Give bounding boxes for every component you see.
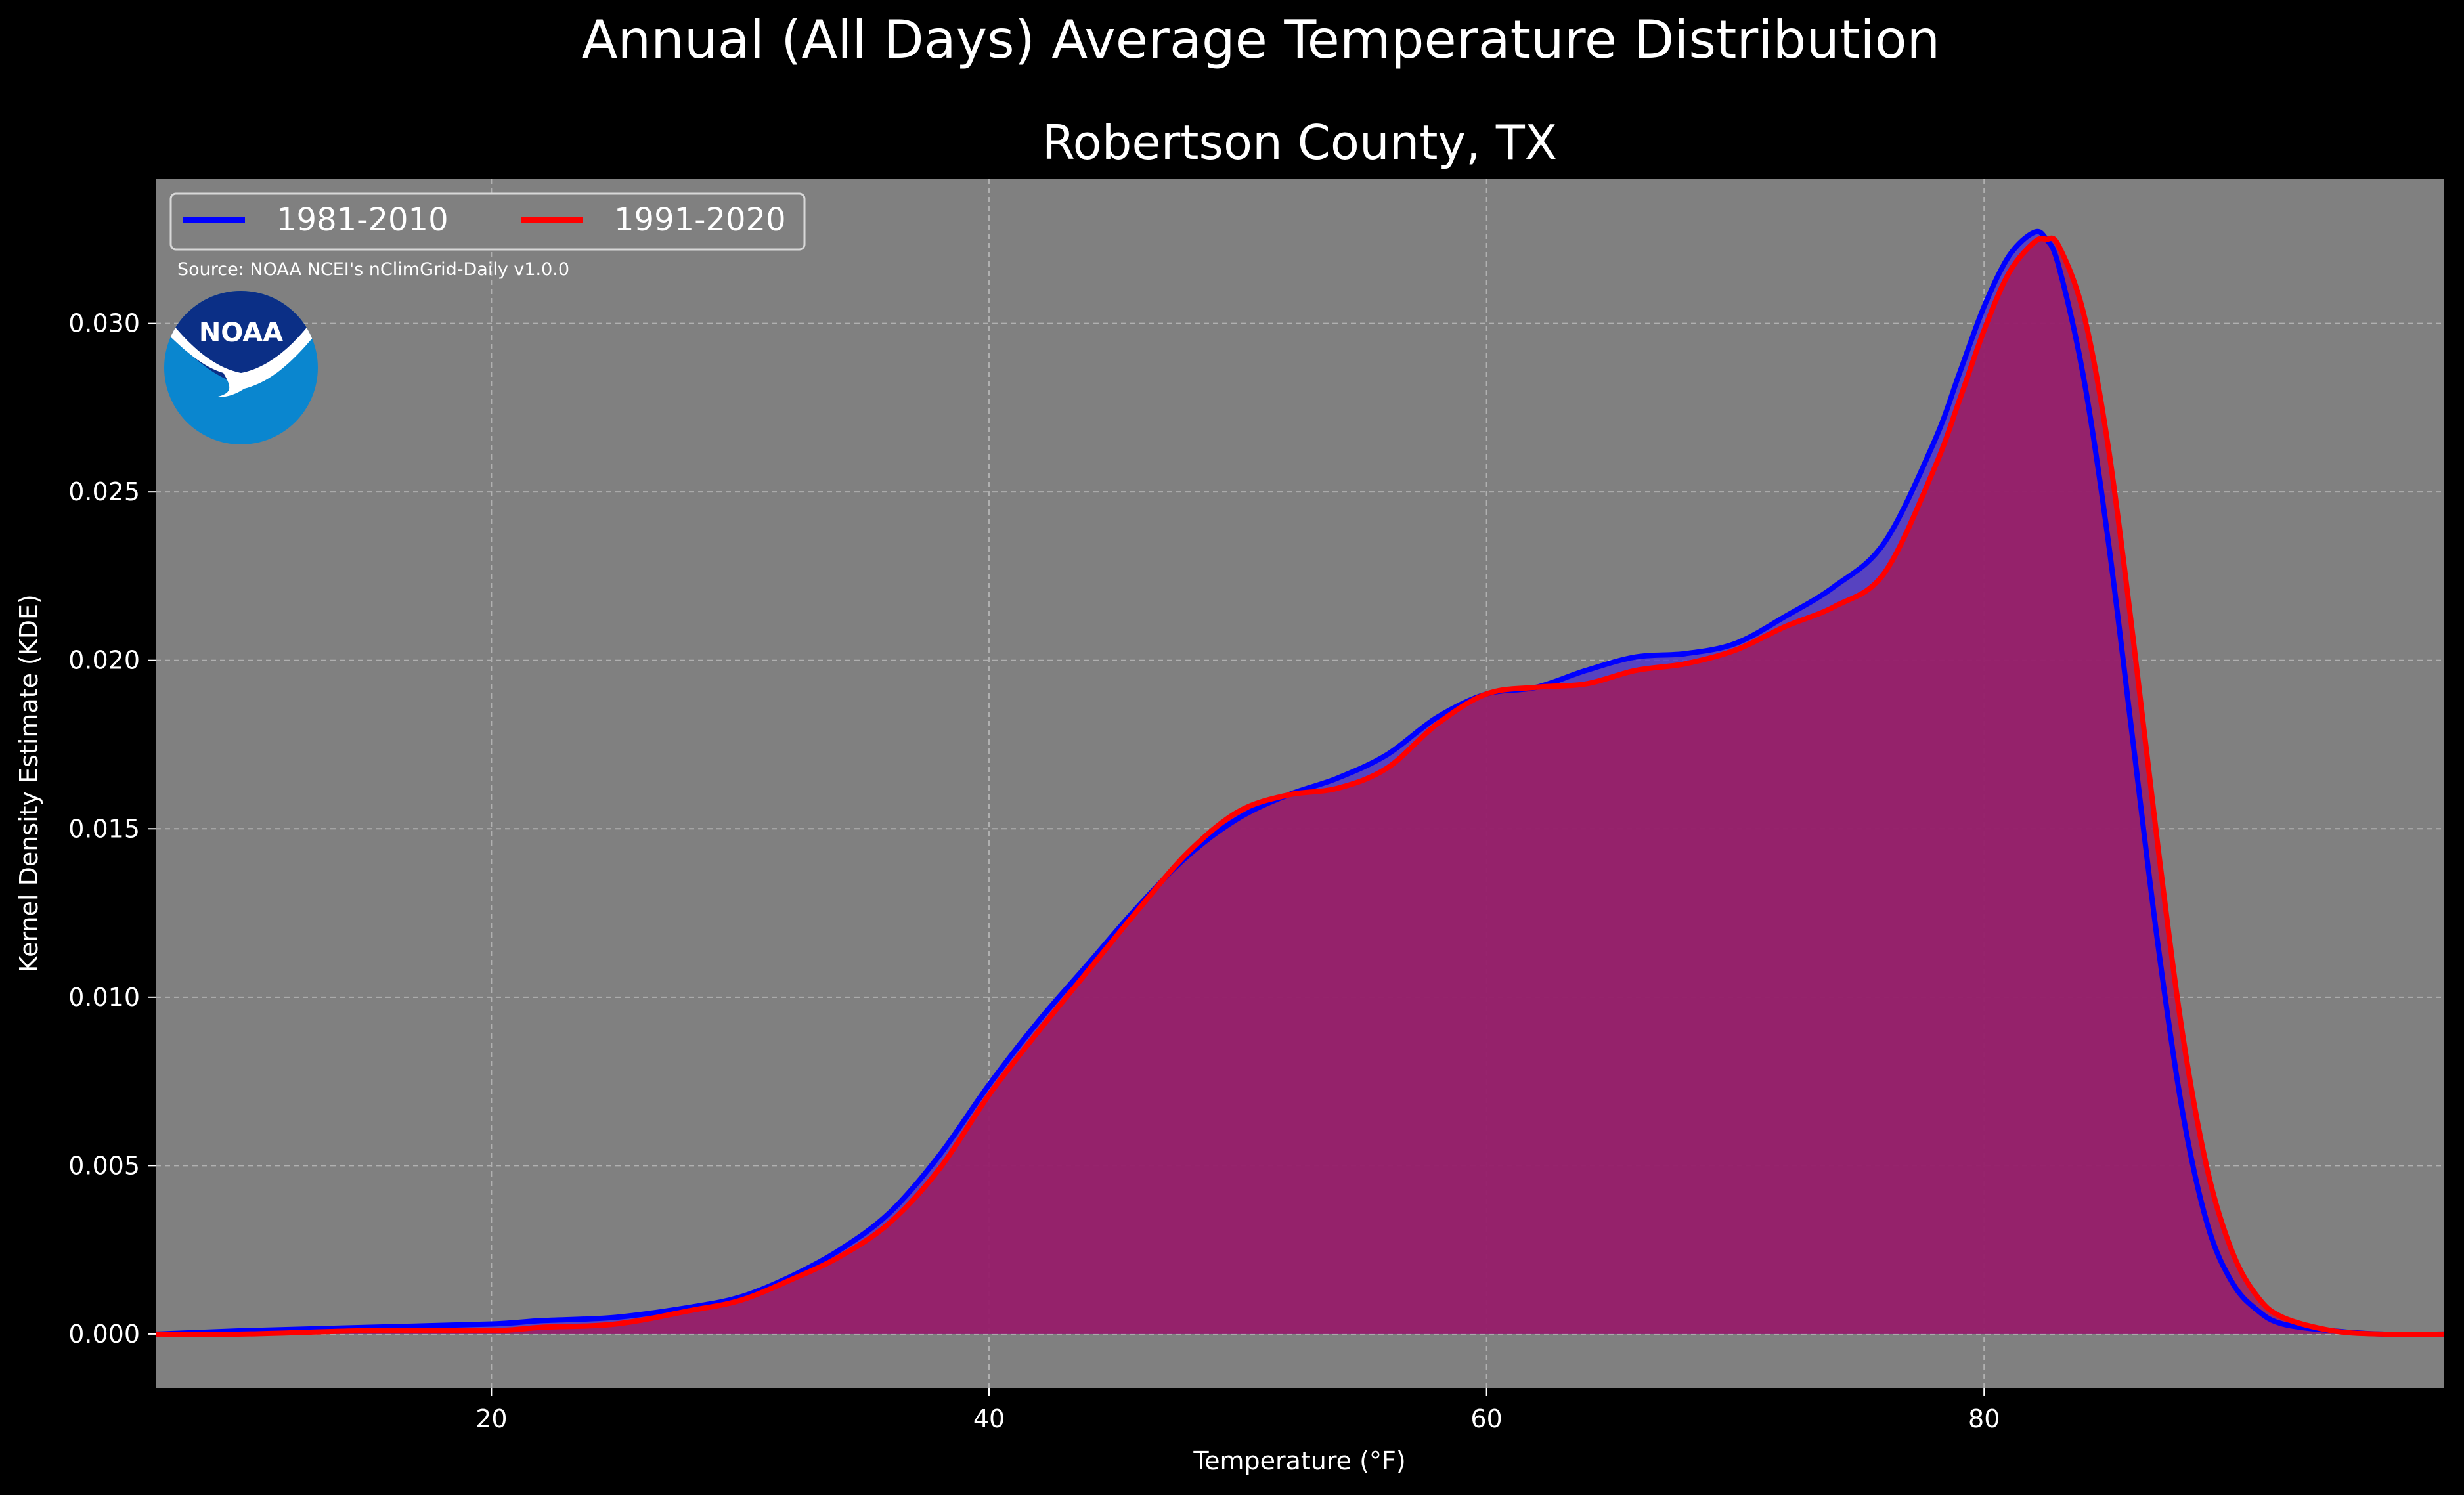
y-axis-label: Kernel Density Estimate (KDE) <box>14 594 43 972</box>
legend-label-1981-2010: 1981-2010 <box>276 202 449 238</box>
legend: 1981-2010 1991-2020 <box>169 192 806 251</box>
x-tick-label: 20 <box>475 1404 507 1433</box>
x-axis-ticks: 20 40 60 80 <box>475 1388 2000 1433</box>
series-layer <box>156 228 2444 1337</box>
noaa-logo-icon: NOAA <box>164 291 318 444</box>
noaa-logo-text: NOAA <box>199 318 283 348</box>
y-tick-label: 0.020 <box>68 646 140 675</box>
x-axis-label: Temperature (°F) <box>1193 1446 1405 1475</box>
x-tick-label: 80 <box>1968 1404 2000 1433</box>
series-area-1991-2020 <box>156 238 2444 1335</box>
source-note: Source: NOAA NCEI's nClimGrid-Daily v1.0… <box>177 259 569 280</box>
x-tick-label: 60 <box>1470 1404 1502 1433</box>
y-tick-label: 0.005 <box>68 1151 140 1180</box>
series-line-1981-2010 <box>156 228 2444 1337</box>
y-tick-label: 0.025 <box>68 477 140 506</box>
y-tick-label: 0.030 <box>68 309 140 338</box>
series-line-1991-2020 <box>156 235 2444 1337</box>
legend-label-1991-2020: 1991-2020 <box>614 202 786 238</box>
chart-title: Robertson County, TX <box>1042 115 1557 170</box>
y-tick-label: 0.010 <box>68 983 140 1012</box>
x-tick-label: 40 <box>973 1404 1005 1433</box>
y-tick-label: 0.015 <box>68 814 140 843</box>
suptitle: Annual (All Days) Average Temperature Di… <box>582 9 1940 70</box>
y-axis-ticks: 0.000 0.005 0.010 0.015 0.020 0.025 0.030 <box>68 309 156 1349</box>
legend-frame <box>169 192 806 251</box>
y-tick-label: 0.000 <box>68 1320 140 1349</box>
